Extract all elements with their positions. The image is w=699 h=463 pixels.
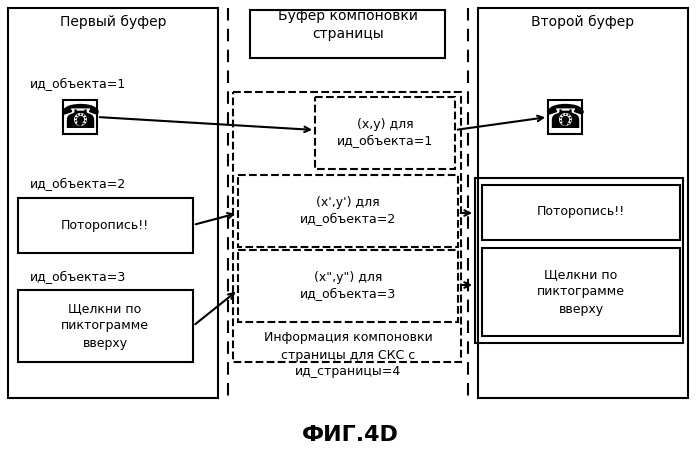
Text: Щелкни по
пиктограмме
вверху: Щелкни по пиктограмме вверху [61, 302, 149, 350]
Text: (x',y') для
ид_объекта=2: (x',y') для ид_объекта=2 [300, 196, 396, 226]
Text: ид_объекта=2: ид_объекта=2 [30, 178, 127, 192]
Text: Буфер компоновки
страницы: Буфер компоновки страницы [278, 9, 418, 41]
Text: Первый буфер: Первый буфер [59, 15, 166, 29]
Text: ид_объекта=3: ид_объекта=3 [30, 271, 127, 285]
Circle shape [563, 121, 567, 125]
Text: Поторопись!!: Поторопись!! [61, 219, 149, 232]
Text: ид_объекта=1: ид_объекта=1 [30, 78, 127, 92]
Text: Второй буфер: Второй буфер [531, 15, 635, 29]
Text: Щелкни по
пиктограмме
вверху: Щелкни по пиктограмме вверху [537, 269, 625, 315]
Text: Поторопись!!: Поторопись!! [537, 206, 625, 219]
Text: ФИГ.4D: ФИГ.4D [301, 425, 398, 445]
Circle shape [78, 121, 82, 125]
Text: (x,y) для
ид_объекта=1: (x,y) для ид_объекта=1 [337, 118, 433, 148]
Text: Информация компоновки
страницы для СКС с
ид_страницы=4: Информация компоновки страницы для СКС с… [264, 332, 433, 378]
Text: ☎: ☎ [545, 101, 586, 134]
Text: ☎: ☎ [59, 101, 101, 134]
Text: (x",y") для
ид_объекта=3: (x",y") для ид_объекта=3 [300, 271, 396, 301]
